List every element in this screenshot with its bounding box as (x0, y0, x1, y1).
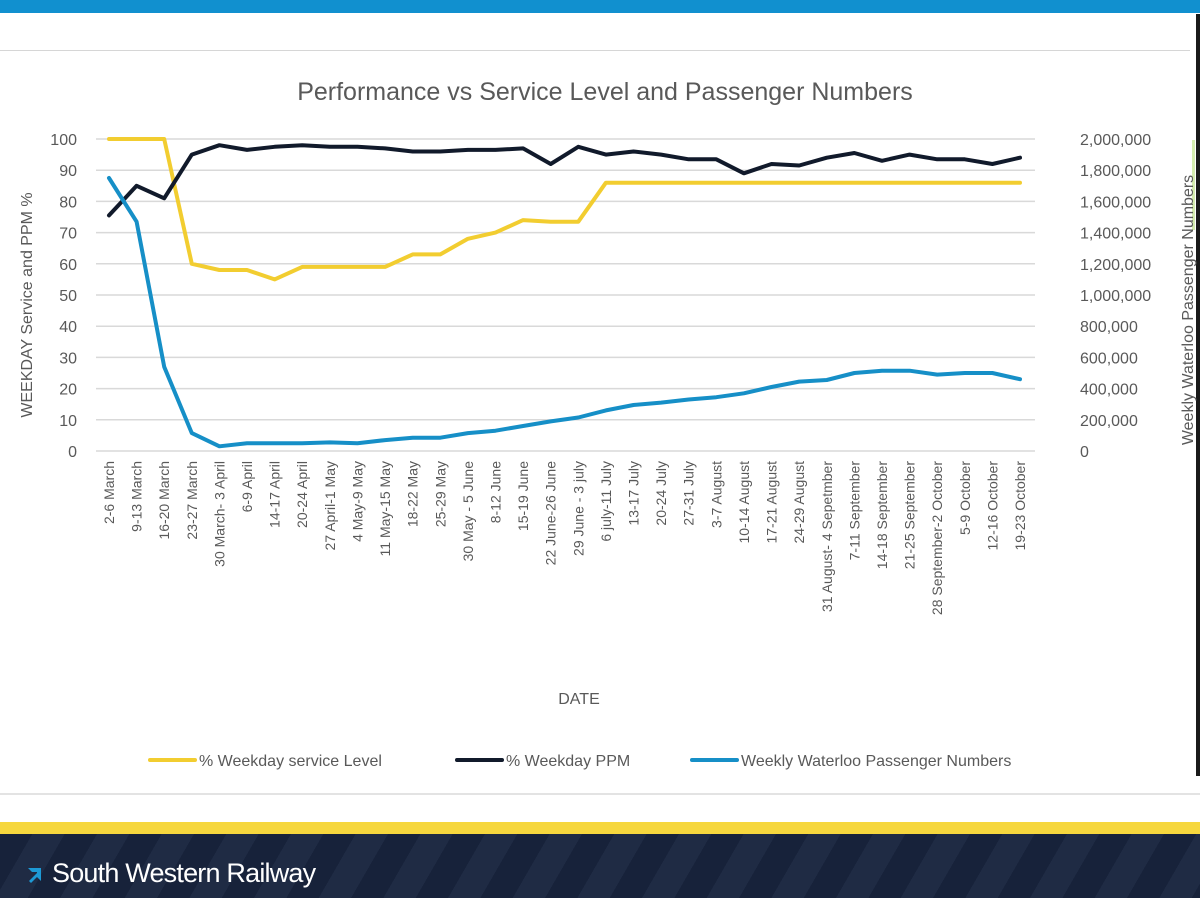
x-tick-label: 24-29 August (791, 461, 807, 544)
x-tick-label: 31 August- 4 Sepetmber (819, 461, 835, 612)
y2-tick-label: 400,000 (1080, 382, 1138, 399)
x-tick-label: 19-23 October (1012, 461, 1028, 551)
y-tick-label: 20 (59, 382, 77, 399)
x-tick-label: 22 June-26 June (543, 461, 559, 566)
y-axis-title: WEEKDAY Service and PPM % (19, 192, 36, 417)
y2-tick-label: 800,000 (1080, 319, 1138, 336)
chart-title: Performance vs Service Level and Passeng… (297, 78, 913, 106)
right-axis-ticks: 0 200,000 400,000 600,000 800,000 1,000,000 1,… (1080, 132, 1151, 461)
x-tick-label: 5-9 October (957, 461, 973, 535)
y-tick-label: 40 (59, 319, 77, 336)
y-tick-label: 70 (59, 226, 77, 243)
y2-tick-label: 2,000,000 (1080, 132, 1151, 149)
x-tick-label: 27-31 July (681, 461, 697, 526)
brand-logo: South Western Railway (26, 858, 316, 888)
y2-tick-label: 1,200,000 (1080, 257, 1151, 274)
y-tick-label: 0 (68, 444, 77, 461)
x-tick-label: 7-11 September (846, 461, 862, 561)
x-tick-label: 8-12 June (487, 461, 503, 523)
arrow-up-right-icon (28, 868, 41, 883)
x-tick-label: 3-7 August (708, 461, 724, 528)
y2-tick-label: 600,000 (1080, 350, 1138, 367)
x-tick-label: 10-14 August (736, 461, 752, 544)
legend-label: Weekly Waterloo Passenger Numbers (741, 753, 1011, 770)
x-tick-label: 4 May-9 May (349, 461, 365, 542)
gridlines (96, 138, 1035, 452)
x-tick-label: 13-17 July (626, 461, 642, 526)
brand-name: South Western Railway (52, 858, 316, 888)
x-tick-label: 20-24 April (294, 461, 310, 528)
x-tick-label: 16-20 March (156, 461, 172, 540)
x-tick-label: 29 June - 3 july (570, 461, 586, 556)
footer-accent-stripe (0, 822, 1200, 834)
x-tick-label: 2-6 March (101, 461, 117, 524)
x-axis-ticks: 2-6 March 9-13 March 16-20 March 23-27 Marc… (101, 461, 1028, 615)
y-tick-label: 90 (59, 163, 77, 180)
y-tick-label: 80 (59, 194, 77, 211)
window-edge (1196, 14, 1200, 776)
x-tick-label: 14-17 April (267, 461, 283, 528)
x-tick-label: 6-9 April (239, 461, 255, 512)
left-axis-ticks: 0 10 20 30 40 50 60 70 80 90 100 (50, 132, 77, 461)
x-tick-label: 25-29 May (432, 461, 448, 527)
x-tick-label: 12-16 October (984, 461, 1000, 551)
x-tick-label: 30 March- 3 April (211, 461, 227, 567)
y-tick-label: 60 (59, 257, 77, 274)
footer-bar (0, 834, 1200, 898)
legend-label: % Weekday service Level (199, 753, 382, 770)
series-lines (107, 137, 1022, 449)
y2-tick-label: 1,600,000 (1080, 194, 1151, 211)
x-axis-title: DATE (558, 691, 599, 708)
x-tick-label: 21-25 September (902, 461, 918, 570)
y2-axis-title: Weekly Waterloo Passenger Numbers (1180, 175, 1197, 445)
x-tick-label: 20-24 July (653, 461, 669, 526)
x-tick-label: 30 May - 5 June (460, 461, 476, 562)
series-line-weekday-ppm (107, 143, 1022, 218)
series-line-weekly-waterloo-passenger-numbers (107, 176, 1022, 449)
y2-tick-label: 0 (1080, 444, 1089, 461)
top-accent-bar (0, 0, 1200, 13)
legend: % Weekday service Level % Weekday PPM Week… (148, 753, 1011, 770)
y-tick-label: 50 (59, 288, 77, 305)
y2-tick-label: 1,000,000 (1080, 288, 1151, 305)
y2-tick-label: 200,000 (1080, 413, 1138, 430)
window-edge-highlight (1192, 140, 1195, 230)
y2-tick-label: 1,800,000 (1080, 163, 1151, 180)
x-tick-label: 11 May-15 May (377, 461, 393, 556)
x-tick-label: 6 july-11 July (598, 461, 614, 542)
x-tick-label: 14-18 September (874, 461, 890, 570)
x-tick-label: 18-22 May (405, 461, 421, 527)
combo-line-chart: Performance vs Service Level and Passeng… (19, 78, 1197, 770)
y-tick-label: 30 (59, 350, 77, 367)
x-tick-label: 9-13 March (129, 461, 145, 532)
x-tick-label: 27 April-1 May (322, 461, 338, 550)
legend-label: % Weekday PPM (506, 753, 630, 770)
x-tick-label: 23-27 March (184, 461, 200, 540)
x-tick-label: 15-19 June (515, 461, 531, 531)
y2-tick-label: 1,400,000 (1080, 226, 1151, 243)
divider (0, 50, 1190, 51)
y-tick-label: 10 (59, 413, 77, 430)
y-tick-label: 100 (50, 132, 77, 149)
series-line-weekday-service-level (107, 137, 1022, 282)
x-tick-label: 17-21 August (764, 461, 780, 544)
x-tick-label: 28 September-2 October (929, 461, 945, 615)
divider (0, 793, 1200, 795)
